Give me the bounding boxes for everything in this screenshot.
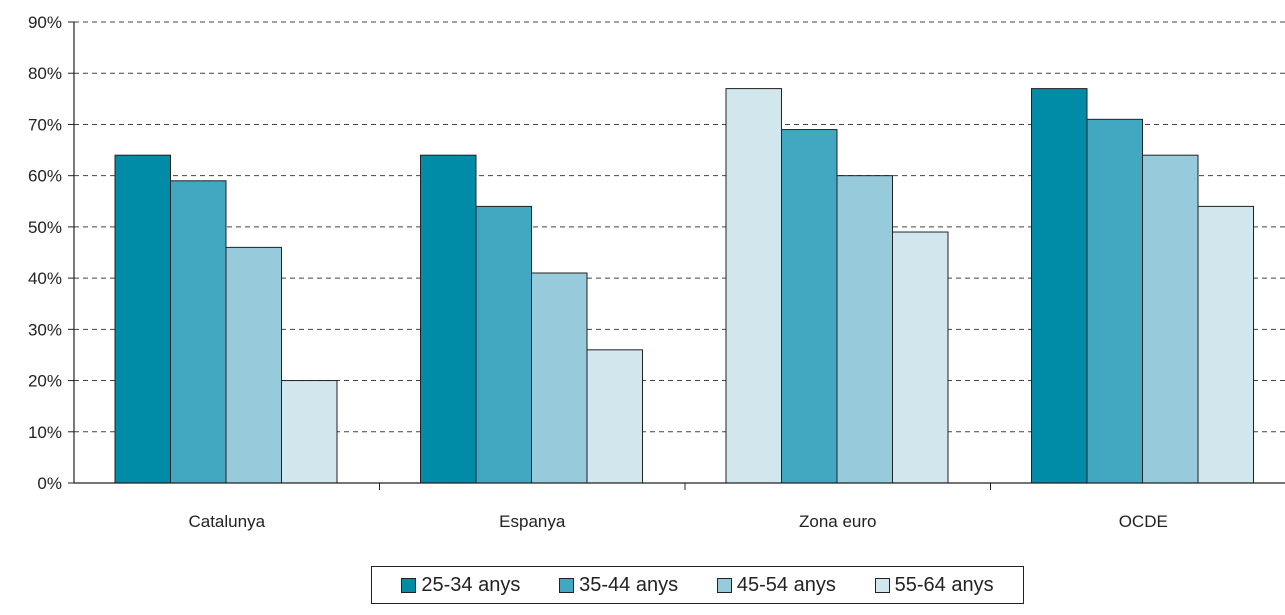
y-tick-label: 60%	[28, 167, 62, 186]
legend-swatch	[716, 577, 732, 593]
bar	[1086, 118, 1143, 484]
bar-chart: 0% 10% 20% 30% 40% 50% 60% 70% 80% 90% Catalunya E…	[28, 13, 1285, 531]
bar	[586, 349, 643, 484]
y-tick-label: 80%	[28, 64, 62, 83]
bar	[281, 380, 338, 484]
y-tick-label: 30%	[28, 320, 62, 339]
bar	[225, 246, 282, 484]
legend-swatch	[401, 577, 417, 593]
y-tick-label: 70%	[28, 115, 62, 134]
axes	[73, 22, 1285, 490]
bar	[1031, 88, 1088, 484]
y-tick-labels: 0% 10% 20% 30% 40% 50% 60% 70% 80% 90%	[28, 13, 62, 493]
category-label: OCDE	[1119, 512, 1168, 531]
bars	[114, 88, 1254, 484]
y-tick-label: 0%	[37, 474, 62, 493]
bar	[420, 154, 477, 484]
bar	[170, 180, 227, 484]
bar	[725, 88, 782, 484]
bar	[892, 231, 949, 484]
legend: 25-34 anys 35-44 anys 45-54 anys 55-64 a…	[371, 566, 1024, 604]
y-tick-label: 90%	[28, 13, 62, 32]
bar	[781, 129, 838, 484]
category-label: Zona euro	[799, 512, 877, 531]
category-label: Espanya	[499, 512, 566, 531]
legend-swatch	[874, 577, 890, 593]
bar	[531, 272, 588, 484]
y-tick-label: 10%	[28, 423, 62, 442]
y-tick-label: 40%	[28, 269, 62, 288]
legend-swatch	[559, 577, 575, 593]
legend-label: 25-34 anys	[421, 573, 521, 596]
bar	[1197, 205, 1254, 484]
y-tick-label: 20%	[28, 372, 62, 391]
legend-item-55-64: 55-64 anys	[874, 573, 994, 597]
legend-item-35-44: 35-44 anys	[559, 574, 678, 597]
legend-label: 35-44 anys	[579, 573, 679, 596]
bar	[475, 205, 532, 484]
bar	[114, 154, 171, 484]
bar	[836, 175, 893, 484]
legend-item-45-54: 45-54 anys	[716, 573, 836, 597]
legend-label: 55-64 anys	[894, 573, 994, 596]
bar	[1142, 154, 1199, 484]
y-tick-label: 50%	[28, 218, 62, 237]
category-labels: Catalunya Espanya Zona euro OCDE	[188, 512, 1167, 531]
legend-label: 45-54 anys	[736, 573, 836, 596]
legend-item-25-34: 25-34 anys	[401, 574, 520, 597]
category-label: Catalunya	[188, 512, 265, 531]
